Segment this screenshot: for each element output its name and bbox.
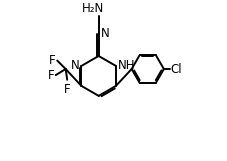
Text: Cl: Cl xyxy=(170,62,182,76)
Text: F: F xyxy=(49,54,55,67)
Text: N: N xyxy=(100,27,109,40)
Text: F: F xyxy=(47,69,54,82)
Text: NH: NH xyxy=(117,59,135,72)
Text: F: F xyxy=(64,83,70,96)
Text: H₂N: H₂N xyxy=(82,2,104,15)
Text: N: N xyxy=(71,59,79,72)
